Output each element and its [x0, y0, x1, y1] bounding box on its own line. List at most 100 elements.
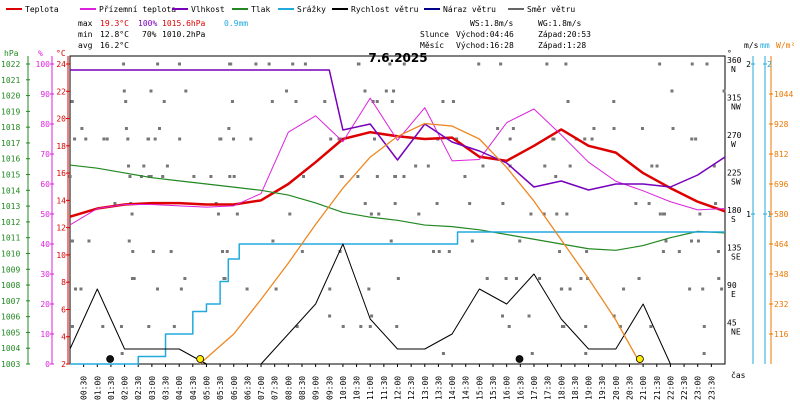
- wind-direction-mark: [396, 277, 400, 280]
- wind-direction-mark: [230, 100, 234, 103]
- x-tick-label: 10:00: [339, 376, 348, 400]
- wind-direction-mark: [650, 164, 654, 168]
- hpa-tick-label: 1003: [1, 360, 20, 369]
- wind-direction-mark: [101, 325, 105, 328]
- wind-direction-mark: [363, 202, 367, 205]
- c-tick-label: 20: [56, 115, 66, 124]
- series-rychlost-v-tru: [69, 243, 725, 365]
- wind-direction-mark: [566, 100, 570, 103]
- wind-direction-mark: [377, 212, 381, 216]
- x-tick-label: 14:30: [462, 376, 471, 400]
- wind-direction-mark: [120, 352, 124, 355]
- wind-direction-mark: [477, 62, 481, 66]
- wind-direction-mark: [501, 202, 505, 205]
- legend-label: Vlhkost: [191, 5, 225, 14]
- legend-label: Srážky: [297, 5, 326, 14]
- dir-tick-label: 135: [727, 244, 742, 253]
- wind-direction-mark: [209, 175, 213, 178]
- wind-direction-mark: [370, 314, 374, 318]
- x-tick-label: 20:30: [625, 376, 634, 400]
- wind-direction-mark: [158, 127, 162, 130]
- wind-direction-mark: [592, 127, 596, 130]
- legend-label: Náraz větru: [443, 5, 496, 14]
- hpa-tick-label: 1009: [1, 265, 20, 274]
- wind-direction-mark: [153, 137, 157, 141]
- wind-direction-mark: [249, 137, 253, 141]
- wind-direction-mark: [303, 62, 307, 66]
- wind-direction-mark: [451, 100, 455, 103]
- wm-tick-label: 696: [774, 180, 789, 189]
- wind-direction-mark: [690, 239, 694, 243]
- wind-direction-mark: [192, 175, 196, 178]
- wm-tick-label: 348: [774, 270, 789, 279]
- wind-direction-mark: [504, 277, 508, 280]
- chart-title: 7.6.2025: [368, 51, 427, 65]
- wind-direction-mark: [300, 250, 304, 253]
- legend-item-srazky: Srážky: [278, 5, 326, 14]
- wind-direction-mark: [647, 202, 651, 205]
- wind-direction-mark: [288, 212, 292, 216]
- sunrise-marker: [196, 355, 205, 363]
- wind-direction-mark: [481, 164, 485, 168]
- wind-direction-mark: [70, 239, 74, 243]
- wind-direction-mark: [124, 100, 128, 103]
- wind-direction-mark: [271, 239, 275, 243]
- x-axis: 00:30 01:00 01:30 02:00 02:30 03:00 03:30 04:00…: [80, 364, 746, 400]
- x-tick-label: 11:00: [366, 376, 375, 400]
- wind-direction-mark: [508, 137, 512, 141]
- x-tick-label: 23:30: [707, 376, 716, 400]
- stat-min-press: 1010.2hPa: [162, 30, 206, 39]
- stat-moon: Měsíc: [420, 41, 444, 50]
- wind-direction-mark: [564, 62, 568, 66]
- hpa-tick-label: 1005: [1, 328, 20, 337]
- wind-direction-mark: [565, 212, 569, 216]
- wind-direction-mark: [363, 89, 367, 93]
- wind-direction-mark: [583, 137, 587, 141]
- x-tick-label: 04:30: [189, 376, 198, 400]
- wind-direction-mark: [701, 287, 705, 291]
- legend-label: Teplota: [25, 5, 59, 14]
- wind-direction-mark: [694, 137, 698, 141]
- stat-min-hum: 70%: [142, 30, 157, 39]
- stat-max-temp: 19.3°C: [100, 19, 129, 28]
- wind-direction-mark: [394, 175, 398, 178]
- wind-direction-mark: [417, 212, 421, 216]
- wind-direction-mark: [555, 212, 559, 216]
- stat-sunrise: Východ:04:46: [456, 30, 514, 39]
- hpa-unit: hPa: [4, 49, 19, 58]
- pct-tick-label: 100: [36, 60, 51, 69]
- wind-direction-mark: [285, 89, 289, 93]
- c-tick-label: 24: [56, 60, 66, 69]
- x-tick-label: 12:30: [407, 376, 416, 400]
- wind-direction-mark: [384, 89, 388, 93]
- wind-direction-mark: [527, 314, 531, 318]
- wind-direction-mark: [637, 277, 641, 280]
- wind-direction-mark: [254, 62, 258, 66]
- wind-direction-mark: [612, 127, 616, 130]
- hpa-tick-label: 1018: [1, 123, 20, 132]
- x-tick-label: 10:30: [353, 376, 362, 400]
- hpa-tick-label: 1020: [1, 92, 20, 101]
- pct-tick-label: 0: [45, 360, 50, 369]
- x-tick-label: 01:00: [93, 376, 102, 400]
- dir-tick-name: S: [731, 215, 736, 224]
- x-tick-label: 13:00: [421, 376, 430, 400]
- x-tick-label: 19:30: [598, 376, 607, 400]
- dir-tick-label: 180: [727, 206, 742, 215]
- wind-direction-mark: [661, 250, 665, 253]
- series-slune-n--z--en-: [199, 122, 641, 365]
- wind-direction-mark: [113, 202, 117, 205]
- wm-tick-label: 1044: [774, 90, 793, 99]
- wind-direction-mark: [122, 89, 126, 93]
- wind-direction-mark: [225, 250, 229, 253]
- wind-direction-mark: [218, 137, 222, 141]
- wind-direction-mark: [612, 100, 616, 103]
- wind-direction-mark: [122, 62, 126, 66]
- wind-direction-mark: [501, 314, 505, 318]
- hpa-tick-label: 1019: [1, 107, 20, 116]
- pct-tick-label: 90: [40, 90, 50, 99]
- wind-direction-mark: [369, 212, 373, 216]
- pct-tick-label: 70: [40, 150, 50, 159]
- x-tick-label: 01:30: [107, 376, 116, 400]
